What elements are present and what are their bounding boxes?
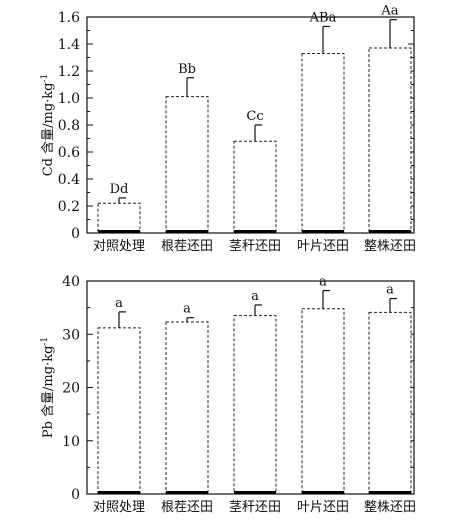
- cd-y-tick-label: 1.0: [58, 91, 80, 107]
- pb-y-tick-label: 40: [62, 274, 80, 290]
- cd-significance-label: Dd: [110, 182, 129, 197]
- pb-bar-5: [368, 311, 412, 495]
- pb-category-label: 叶片还田: [297, 500, 349, 515]
- cd-y-tick-label: 0.6: [58, 145, 80, 161]
- pb-y-tick-label: 30: [62, 327, 80, 343]
- cd-y-axis-title-main: Cd 含量/mg·kg: [40, 83, 56, 177]
- pb-category-label: 对照处理: [93, 500, 145, 515]
- cd-category-label: 对照处理: [93, 239, 145, 254]
- cd-y-axis-title-sup: -1: [40, 74, 50, 83]
- pb-bar-1: [97, 327, 141, 495]
- pb-category-label: 整株还田: [364, 500, 416, 515]
- pb-y-tick-label: 20: [62, 381, 80, 397]
- pb-chart-panel: 0 10 20 30 40 a 对照处理 a 根茬还田 a 茎秆还田 a 叶片还田 a 整株还田 Pb 含量/…: [40, 274, 416, 515]
- cd-chart-panel: 0 0.2 0.4 0.6 0.8 1.0 1.2 1.4 1.6 Dd 对照处理 Bb 根茬还田 Cc 茎…: [40, 4, 416, 254]
- cd-category-label: 叶片还田: [297, 239, 349, 254]
- cd-significance-label: Aa: [380, 4, 398, 19]
- cd-category-label: 整株还田: [364, 239, 416, 254]
- cd-y-tick-label: 0.8: [58, 118, 80, 134]
- cd-y-axis-title: Cd 含量/mg·kg-1: [40, 74, 56, 177]
- cd-bar-3: [233, 140, 277, 234]
- cd-significance-label: Cc: [246, 109, 263, 124]
- cd-category-label: 茎秆还田: [229, 239, 281, 254]
- cd-y-tick-label: 1.2: [58, 64, 80, 80]
- cd-y-tick-label: 0.4: [58, 172, 80, 188]
- cd-bar-1: [97, 202, 141, 234]
- pb-bar-3: [233, 315, 277, 495]
- pb-significance-label: a: [115, 296, 123, 311]
- cd-significance-label: Bb: [178, 62, 196, 77]
- cd-significance-label: ABa: [309, 10, 337, 25]
- cd-y-tick-label: 1.4: [58, 37, 80, 53]
- pb-y-axis-title-sup: -1: [40, 337, 50, 346]
- pb-y-axis-title-main: Pb 含量/mg·kg: [40, 346, 56, 439]
- pb-category-label: 根茬还田: [161, 500, 213, 515]
- cd-bar-2: [165, 96, 209, 234]
- cd-y-tick-label: 1.6: [58, 10, 80, 26]
- pb-y-tick-label: 0: [71, 487, 80, 503]
- cd-y-tick-label: 0: [71, 226, 80, 242]
- cd-category-label: 根茬还田: [161, 239, 213, 254]
- pb-y-tick-label: 10: [62, 434, 80, 450]
- pb-significance-label: a: [319, 275, 327, 290]
- cd-bar-5: [368, 47, 412, 234]
- pb-bar-2: [165, 321, 209, 495]
- pb-category-label: 茎秆还田: [229, 500, 281, 515]
- pb-significance-label: a: [251, 289, 259, 304]
- cd-bar-4: [301, 52, 345, 234]
- pb-y-axis-title: Pb 含量/mg·kg-1: [40, 337, 56, 438]
- pb-significance-label: a: [386, 283, 394, 298]
- pb-significance-label: a: [183, 302, 191, 317]
- pb-bar-4: [301, 308, 345, 495]
- cd-y-tick-label: 0.2: [58, 199, 80, 215]
